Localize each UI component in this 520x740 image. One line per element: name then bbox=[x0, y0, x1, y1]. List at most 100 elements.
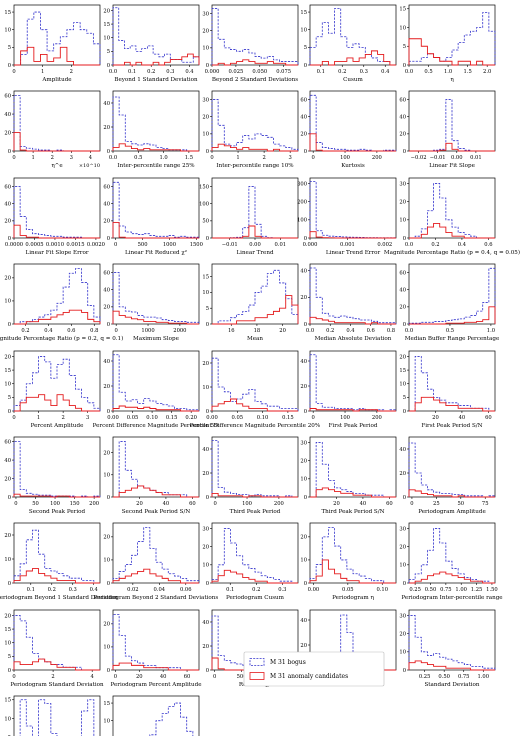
panel-17: 0 1000 2000 0 20 40 60 Maximum Slope bbox=[103, 263, 200, 342]
y-tick-label: 20 bbox=[103, 125, 110, 131]
y-tick-label: 15 bbox=[300, 10, 307, 16]
x-tick-label: 0.15 bbox=[166, 415, 178, 421]
anomaly-histogram-line bbox=[112, 310, 199, 325]
x-tick-label: 0.00 bbox=[308, 587, 320, 593]
x-tick-label: 100 bbox=[340, 155, 350, 161]
bogus-histogram-line bbox=[211, 8, 299, 65]
x-axis-label: Beyond 1 Standard Deviation bbox=[114, 77, 198, 83]
panel-frame bbox=[309, 4, 397, 66]
x-tick-label: 0.06 bbox=[180, 587, 192, 593]
x-tick-label: 0.15 bbox=[282, 415, 294, 421]
y-tick-label: 30 bbox=[202, 11, 209, 17]
panel-frame bbox=[112, 4, 200, 66]
bogus-histogram-line bbox=[112, 527, 200, 583]
y-tick-label: 10 bbox=[300, 28, 307, 34]
y-tick-label: 40 bbox=[202, 620, 209, 626]
x-axis-label: Third Peak Period S/N bbox=[321, 509, 384, 515]
panel-frame bbox=[13, 609, 101, 671]
y-tick-label: 10 bbox=[202, 385, 209, 391]
panel-16: 0.2 0.4 0.6 0.8 0 10 20 Magnitude Percentage Ra… bbox=[0, 263, 123, 342]
y-tick-label: 0 bbox=[107, 409, 110, 415]
anomaly-histogram-line bbox=[112, 222, 199, 239]
anomaly-histogram-line bbox=[13, 658, 100, 671]
x-axis-label: Inter-percentile range 25% bbox=[117, 163, 194, 169]
panel-frame bbox=[13, 695, 101, 740]
x-axis-label: First Peak Period bbox=[329, 423, 378, 429]
bogus-histogram-line bbox=[112, 272, 200, 324]
panel-18: 16 18 20 0 5 10 15 Mean bbox=[202, 263, 299, 342]
y-tick-label: 30 bbox=[202, 97, 209, 103]
anomaly-histogram-line bbox=[13, 132, 100, 152]
panel-frame bbox=[309, 350, 397, 412]
x-tick-label: 0 bbox=[12, 674, 15, 680]
x-tick-label: 40 bbox=[160, 674, 167, 680]
y-tick-label: 15 bbox=[399, 7, 406, 13]
x-tick-label: 40 bbox=[163, 501, 170, 507]
y-tick-label: 0 bbox=[206, 149, 209, 155]
y-tick-label: 40 bbox=[399, 447, 406, 453]
panel-1: 0 1 2 0 5 10 15 Amplitude bbox=[4, 4, 101, 83]
panel-37: 0 20 40 60 0 10 20 Periodogram Percent Amplitud… bbox=[103, 609, 202, 688]
y-tick-label: 10 bbox=[300, 477, 307, 483]
bogus-histogram-line bbox=[211, 357, 299, 411]
y-tick-label: 0 bbox=[8, 409, 11, 415]
legend-frame bbox=[243, 651, 385, 687]
x-tick-label: 0.2 bbox=[252, 587, 260, 593]
x-tick-label: 200 bbox=[274, 501, 284, 507]
x-tick-label: 200 bbox=[372, 155, 382, 161]
y-tick-label: 20 bbox=[399, 354, 406, 360]
y-tick-label: 20 bbox=[300, 535, 307, 541]
y-tick-label: 20 bbox=[4, 476, 11, 482]
y-tick-label: 40 bbox=[103, 359, 110, 365]
x-tick-label: 0.4 bbox=[458, 242, 467, 248]
anomaly-histogram-line bbox=[309, 133, 396, 152]
anomaly-histogram-line bbox=[409, 306, 496, 325]
x-tick-label: 2 bbox=[70, 69, 73, 75]
x-tick-label: 0 bbox=[14, 501, 17, 507]
panel-31: 0.1 0.2 0.3 0.4 0 10 20 Periodogram Beyond 1 St… bbox=[0, 522, 118, 601]
bogus-histogram-line bbox=[211, 99, 299, 151]
y-tick-label: 0 bbox=[107, 668, 110, 674]
bogus-histogram-line bbox=[19, 699, 101, 740]
x-tick-label: 40 bbox=[459, 415, 466, 421]
x-tick-label: 0.3 bbox=[278, 587, 286, 593]
x-axis-label: Second Peak Period bbox=[29, 509, 86, 515]
x-tick-label: 500 bbox=[237, 674, 247, 680]
x-tick-label: 0 bbox=[114, 242, 117, 248]
x-tick-label: 20 bbox=[136, 501, 143, 507]
anomaly-histogram-line bbox=[310, 50, 396, 66]
x-tick-label: 0.10 bbox=[257, 415, 269, 421]
y-tick-label: 0 bbox=[8, 668, 11, 674]
x-tick-label: 0.4 bbox=[185, 69, 194, 75]
x-axis-label: Beyond 2 Standard Deviations bbox=[212, 77, 298, 83]
y-tick-label: 40 bbox=[399, 288, 406, 294]
x-axis-label: Mean bbox=[247, 336, 263, 342]
y-tick-label: 10 bbox=[202, 563, 209, 569]
y-tick-label: 0 bbox=[206, 581, 209, 587]
y-tick-label: 0 bbox=[107, 149, 110, 155]
x-axis-label: Periodogram Cusum bbox=[226, 595, 285, 601]
y-tick-label: 60 bbox=[4, 184, 11, 190]
x-tick-label: 0.0015 bbox=[66, 242, 84, 248]
x-tick-label: 0.01 bbox=[470, 155, 482, 161]
panel-28: 0 100 200 0 20 40 Third Peak Period bbox=[202, 436, 299, 515]
y-tick-label: 200 bbox=[297, 199, 307, 205]
x-tick-label: 0.4 bbox=[90, 587, 99, 593]
y-tick-label: 10 bbox=[202, 290, 209, 296]
anomaly-histogram-line bbox=[409, 571, 495, 584]
y-tick-label: 20 bbox=[103, 305, 110, 311]
bogus-histogram-line bbox=[408, 12, 496, 65]
y-tick-label: 0 bbox=[304, 322, 307, 328]
y-tick-label: 20 bbox=[103, 535, 110, 541]
y-tick-label: 300 bbox=[297, 181, 307, 187]
x-tick-label: 60 bbox=[485, 415, 492, 421]
anomaly-histogram-line bbox=[212, 225, 298, 239]
x-tick-label: −0.01 bbox=[430, 155, 446, 161]
anomaly-histogram-line bbox=[409, 396, 495, 412]
x-tick-label: 0.00 bbox=[206, 415, 218, 421]
y-tick-label: 10 bbox=[399, 25, 406, 31]
x-axis-label: Periodogram η bbox=[332, 595, 374, 601]
x-tick-label: 200 bbox=[372, 415, 382, 421]
